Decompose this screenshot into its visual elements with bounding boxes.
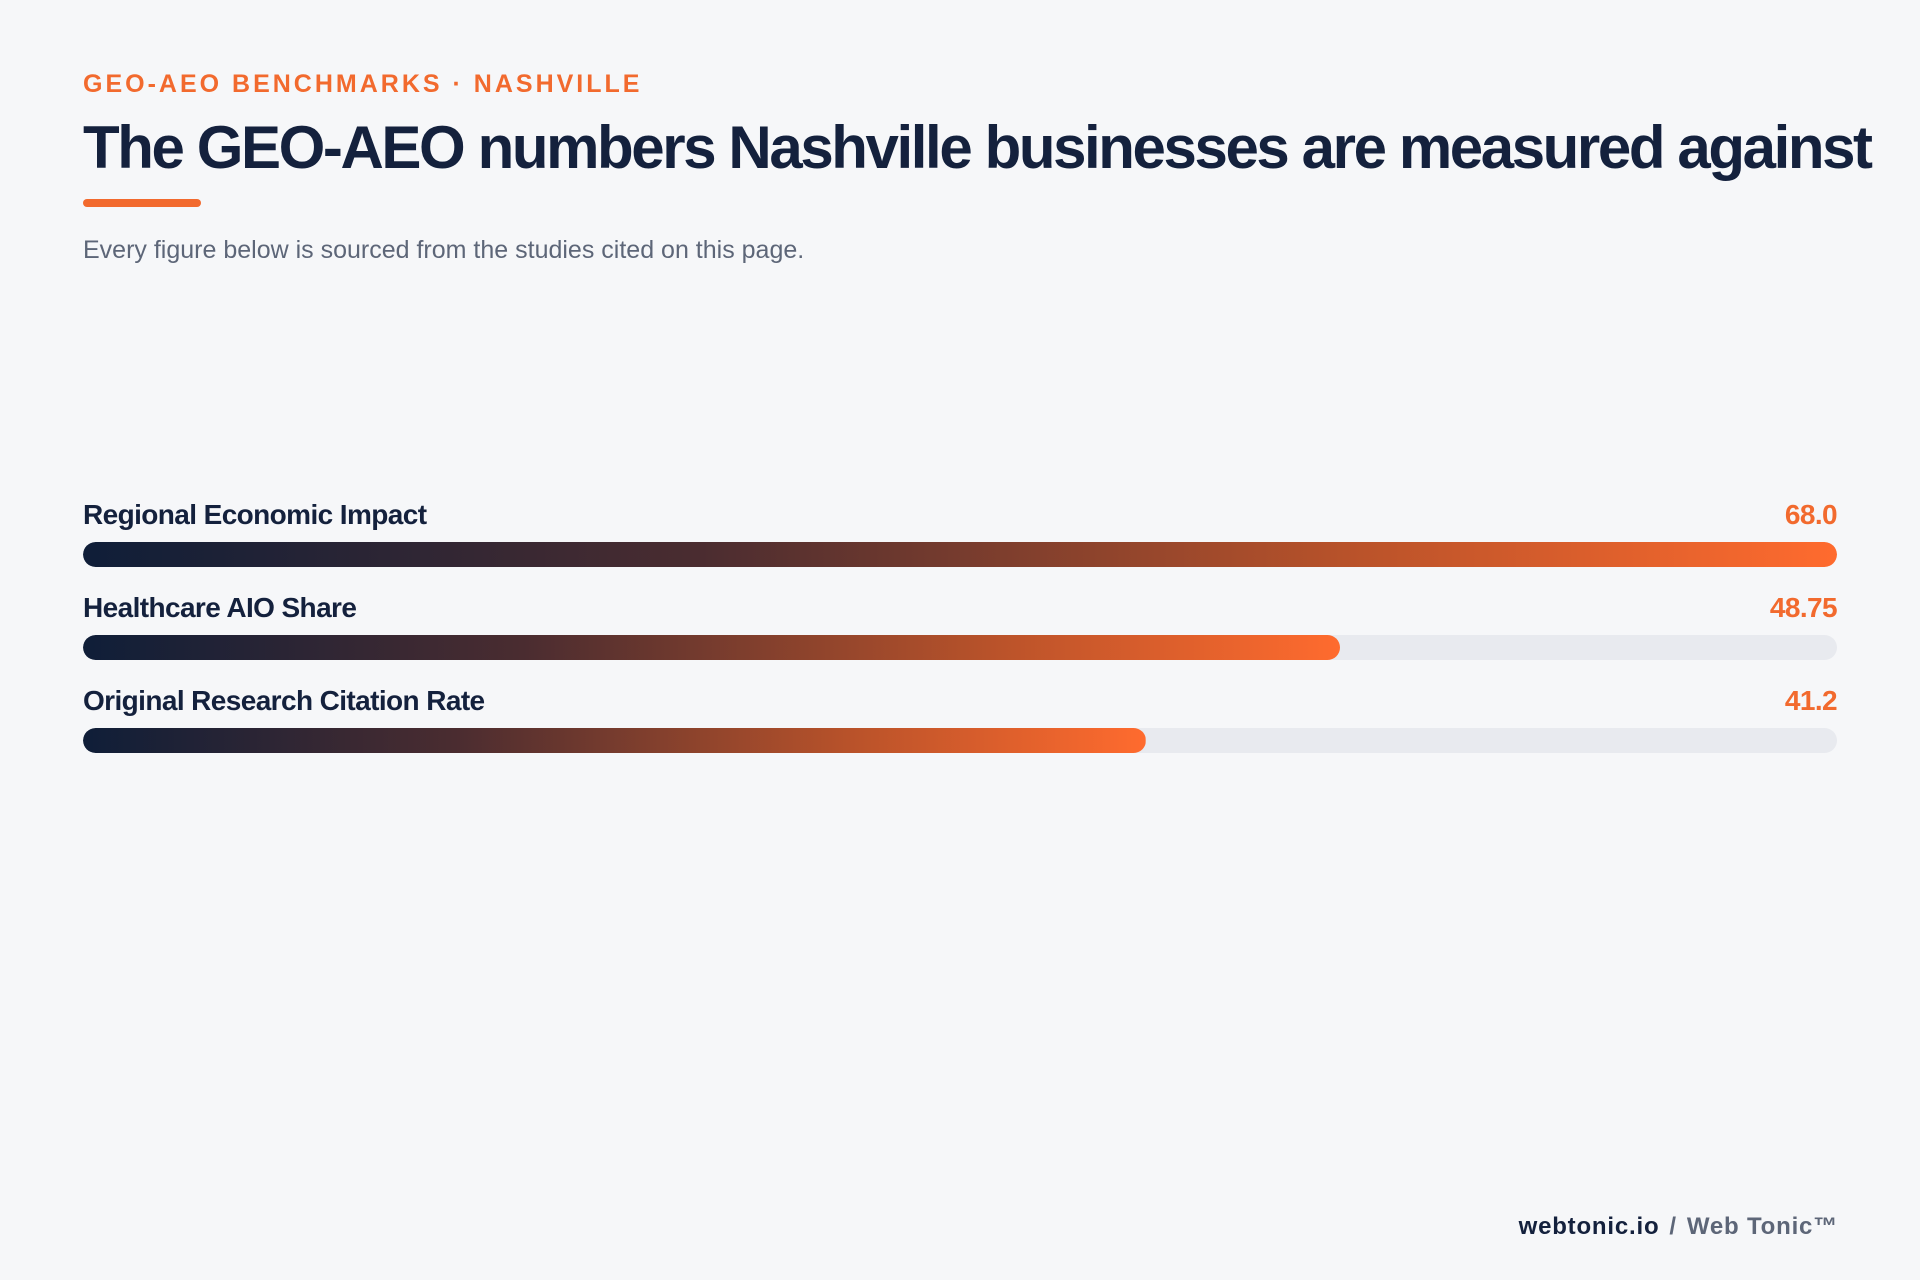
bar <box>83 542 1837 567</box>
bar-row: Regional Economic Impact 68.0 <box>83 498 1838 591</box>
bar-value-label: 48.75 <box>1769 592 1838 623</box>
bar-label: Original Research Citation Rate <box>83 685 485 716</box>
footer-separator: / <box>1669 1213 1677 1240</box>
bar-label: Healthcare AIO Share <box>83 592 357 623</box>
page-title: The GEO-AEO numbers Nashville businesses… <box>83 114 1873 181</box>
footer-brand: Web Tonic™ <box>1686 1213 1838 1240</box>
bar-row: Original Research Citation Rate 41.2 <box>83 684 1838 777</box>
title-underline <box>83 199 201 207</box>
bar <box>83 728 1146 753</box>
bar-label: Regional Economic Impact <box>83 499 427 530</box>
bar-chart: Regional Economic Impact 68.0 Healthcare A… <box>83 498 1838 777</box>
footer-site: webtonic.io <box>1518 1213 1660 1240</box>
bar-value-label: 41.2 <box>1784 685 1838 716</box>
bar-value-label: 68.0 <box>1784 499 1838 530</box>
bar <box>83 635 1341 660</box>
footer-credit: webtonic.io / Web Tonic™ <box>1519 1213 1838 1241</box>
bar-track <box>83 728 1837 753</box>
page-subtitle: Every figure below is sourced from the s… <box>83 236 805 264</box>
bar-track <box>83 542 1837 567</box>
eyebrow-label: GEO-AEO BENCHMARKS · NASHVILLE <box>83 70 643 98</box>
bar-row: Healthcare AIO Share 48.75 <box>83 591 1838 684</box>
bar-track <box>83 635 1837 660</box>
